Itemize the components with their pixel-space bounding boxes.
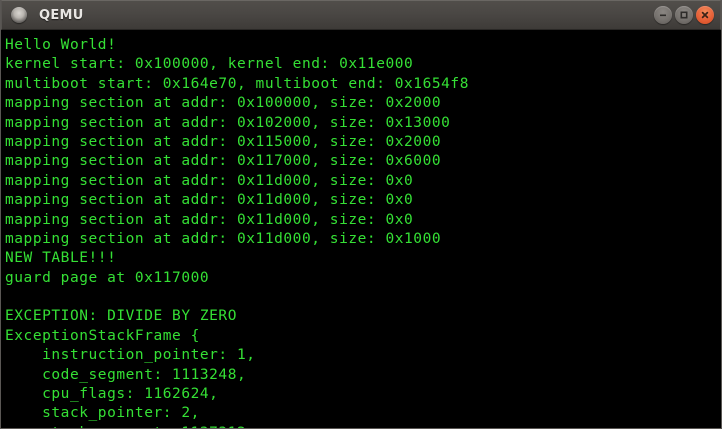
window-titlebar[interactable]: QEMU xyxy=(1,0,721,30)
window-controls xyxy=(654,6,714,24)
terminal-line: mapping section at addr: 0x117000, size:… xyxy=(5,153,442,170)
qemu-circle-icon xyxy=(11,7,27,23)
terminal-screen[interactable]: Hello World! kernel start: 0x100000, kern… xyxy=(1,30,721,428)
terminal-line: stack_segment: 1137312 xyxy=(5,424,721,428)
close-icon xyxy=(700,10,710,20)
close-button[interactable] xyxy=(696,6,714,24)
terminal-line: mapping section at addr: 0x11d000, size:… xyxy=(5,192,414,209)
terminal-line: mapping section at addr: 0x11d000, size:… xyxy=(5,230,442,247)
minimize-button[interactable] xyxy=(654,6,672,24)
terminal-line: mapping section at addr: 0x102000, size:… xyxy=(5,114,451,131)
terminal-line: ExceptionStackFrame { xyxy=(5,327,200,344)
terminal-output: Hello World! kernel start: 0x100000, kern… xyxy=(5,36,721,428)
terminal-line: code_segment: 1113248, xyxy=(5,366,247,383)
terminal-line: guard page at 0x117000 xyxy=(5,269,210,286)
terminal-line: NEW TABLE!!! xyxy=(5,250,117,267)
terminal-line: kernel start: 0x100000, kernel end: 0x11… xyxy=(5,56,414,73)
terminal-line: mapping section at addr: 0x100000, size:… xyxy=(5,95,442,112)
terminal-line: stack_pointer: 2, xyxy=(5,405,200,422)
minimize-icon xyxy=(658,10,668,20)
terminal-line: EXCEPTION: DIVIDE BY ZERO xyxy=(5,308,237,325)
terminal-line xyxy=(5,288,721,307)
window-title: QEMU xyxy=(39,7,84,23)
terminal-line: mapping section at addr: 0x11d000, size:… xyxy=(5,172,414,189)
maximize-button[interactable] xyxy=(675,6,693,24)
terminal-line: mapping section at addr: 0x115000, size:… xyxy=(5,133,442,150)
terminal-line: Hello World! xyxy=(5,37,117,53)
terminal-line: multiboot start: 0x164e70, multiboot end… xyxy=(5,75,469,92)
terminal-line: mapping section at addr: 0x11d000, size:… xyxy=(5,211,414,228)
maximize-icon xyxy=(679,10,689,20)
terminal-line: instruction_pointer: 1, xyxy=(5,347,256,364)
terminal-line: cpu_flags: 1162624, xyxy=(5,386,219,403)
